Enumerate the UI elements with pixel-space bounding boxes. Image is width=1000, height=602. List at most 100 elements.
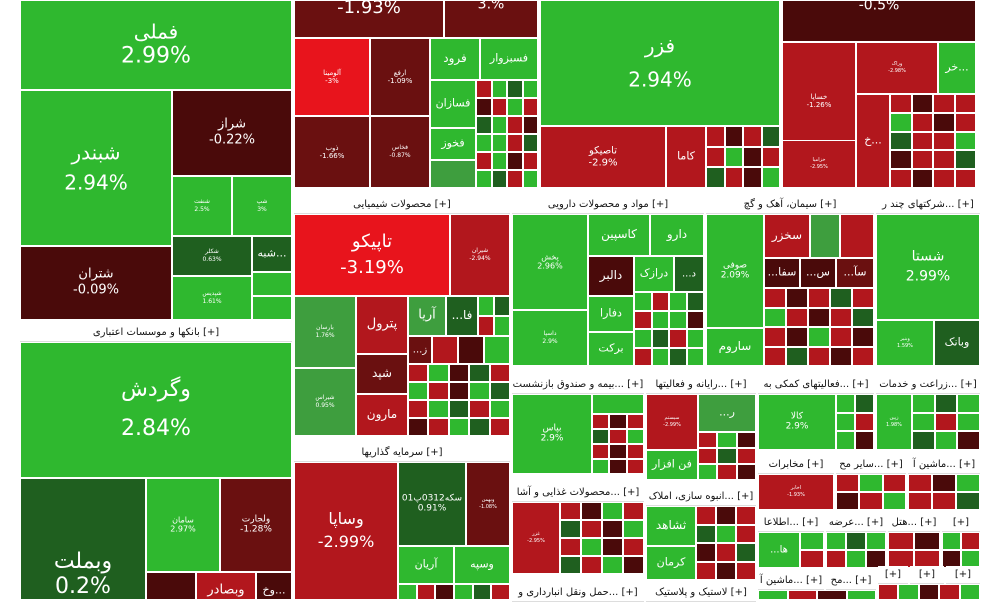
tile-small-b[interactable] xyxy=(252,296,292,320)
tile-sys-s[interactable]: سیستم -2.99% xyxy=(646,394,698,450)
mini-tile[interactable] xyxy=(808,346,830,366)
mini-tile[interactable] xyxy=(787,590,817,600)
mini-tile[interactable] xyxy=(669,310,687,329)
mini-tile[interactable] xyxy=(716,561,736,580)
mini-tile[interactable] xyxy=(698,448,718,464)
mini-tile[interactable] xyxy=(428,400,449,418)
mini-tile[interactable] xyxy=(878,584,899,600)
mini-tile[interactable] xyxy=(761,126,780,147)
mini-tile[interactable] xyxy=(592,429,610,444)
tile-ha[interactable]: ...ها xyxy=(758,532,800,568)
mini-tile[interactable] xyxy=(961,532,980,550)
mini-tile[interactable] xyxy=(912,431,935,450)
mini-tile[interactable] xyxy=(764,327,786,347)
mini-tile[interactable] xyxy=(911,150,933,170)
mini-tile[interactable] xyxy=(609,414,627,429)
mini-tile[interactable] xyxy=(934,431,958,450)
mini-tile[interactable] xyxy=(522,80,538,98)
tile-sekkeh[interactable]: سکه0312پ01 0.91% xyxy=(398,462,466,546)
tile-top-mid1[interactable]: -1.93% xyxy=(294,0,444,38)
mini-tile[interactable] xyxy=(911,94,933,113)
section-header-support[interactable]: فعالیتهای کمکی به... [+] xyxy=(758,376,874,394)
mini-tile[interactable] xyxy=(908,492,932,510)
mini-tile[interactable] xyxy=(489,400,510,418)
tile-ins-g[interactable] xyxy=(592,394,644,414)
mini-tile[interactable] xyxy=(686,310,704,329)
mini-tile[interactable] xyxy=(890,112,912,132)
mini-tile[interactable] xyxy=(743,146,762,168)
mini-tile[interactable] xyxy=(428,382,449,400)
tile-vebsader[interactable]: وبصادر xyxy=(196,572,256,600)
mini-tile[interactable] xyxy=(761,167,780,188)
mini-tile[interactable] xyxy=(484,336,510,364)
mini-tile[interactable] xyxy=(786,327,808,347)
tile-saman[interactable]: سامان 2.97% xyxy=(146,478,220,572)
mini-tile[interactable] xyxy=(491,584,510,600)
mini-tile[interactable] xyxy=(826,550,846,568)
tile-fameli[interactable]: فملی 2.99% xyxy=(20,0,292,90)
tile-sesofi[interactable]: صوفی 2.09% xyxy=(706,214,764,328)
section-header-machinery2[interactable]: ماشین آ... [+] xyxy=(758,572,824,590)
mini-tile[interactable] xyxy=(954,169,976,188)
mini-tile[interactable] xyxy=(882,492,906,510)
tile-sheshahed[interactable]: ثشاهد xyxy=(646,506,696,546)
tile-shiraz[interactable]: شراز -0.22% xyxy=(172,90,292,176)
mini-tile[interactable] xyxy=(507,134,523,152)
mini-tile[interactable] xyxy=(408,382,429,400)
mini-tile[interactable] xyxy=(716,524,736,543)
mini-tile[interactable] xyxy=(669,292,687,311)
mini-tile[interactable] xyxy=(800,550,824,568)
mini-tile[interactable] xyxy=(866,532,886,550)
mini-tile[interactable] xyxy=(507,116,523,134)
mini-tile[interactable] xyxy=(696,543,716,562)
mini-tile[interactable] xyxy=(706,146,725,168)
tile-vanjat[interactable]: ولجارت -1.28% xyxy=(220,478,292,572)
mini-tile[interactable] xyxy=(758,590,788,600)
tile-darazak[interactable]: درازک xyxy=(634,256,674,292)
mini-tile[interactable] xyxy=(717,464,737,480)
mini-tile[interactable] xyxy=(669,347,687,366)
mini-tile[interactable] xyxy=(706,167,725,188)
mini-tile[interactable] xyxy=(560,520,581,538)
mini-tile[interactable] xyxy=(489,364,510,382)
mini-tile[interactable] xyxy=(432,336,458,364)
mini-tile[interactable] xyxy=(522,170,538,188)
mini-tile[interactable] xyxy=(890,150,912,170)
tile-vesapa[interactable]: وساپا -2.99% xyxy=(294,462,398,600)
mini-tile[interactable] xyxy=(852,327,874,347)
mini-tile[interactable] xyxy=(786,346,808,366)
mini-tile[interactable] xyxy=(956,474,980,492)
mini-tile[interactable] xyxy=(491,134,507,152)
mini-tile[interactable] xyxy=(736,524,756,543)
tile-arfe[interactable]: ارفع -1.09% xyxy=(370,38,430,116)
section-header-computer[interactable]: رایانه و فعالیتها... [+] xyxy=(646,376,756,394)
mini-tile[interactable] xyxy=(855,394,874,413)
mini-tile[interactable] xyxy=(716,506,736,525)
tile-shap-small[interactable]: شپ 3% xyxy=(232,176,292,236)
mini-tile[interactable] xyxy=(836,492,860,510)
mini-tile[interactable] xyxy=(435,584,454,600)
section-header-agri[interactable]: زراعت و خدمات... [+] xyxy=(876,376,980,394)
mini-tile[interactable] xyxy=(908,474,932,492)
mini-tile[interactable] xyxy=(581,502,602,520)
tile-shetran[interactable]: شتران -0.09% xyxy=(20,246,172,320)
mini-tile[interactable] xyxy=(623,520,644,538)
mini-tile[interactable] xyxy=(651,347,669,366)
mini-tile[interactable] xyxy=(581,538,602,556)
mini-tile[interactable] xyxy=(826,532,846,550)
mini-tile[interactable] xyxy=(836,431,855,450)
tile-fesabzevar[interactable]: فسبزوار xyxy=(480,38,538,80)
tile-almina[interactable]: آلومینا -3% xyxy=(294,38,370,116)
tile-dd[interactable]: ...د xyxy=(674,256,704,292)
mini-tile[interactable] xyxy=(696,561,716,580)
section-header-plastic[interactable]: لاستیک و پلاستیک [+] xyxy=(646,584,756,602)
mini-tile[interactable] xyxy=(942,532,961,550)
mini-tile[interactable] xyxy=(472,584,492,600)
mini-tile[interactable] xyxy=(623,502,644,520)
tile-vesepah[interactable]: وسپه xyxy=(454,546,510,584)
mini-tile[interactable] xyxy=(890,131,912,151)
tile-kaspin[interactable]: کاسپین xyxy=(588,214,650,256)
section-header-other-mining[interactable]: سایر مح... [+] xyxy=(836,456,906,474)
mini-tile[interactable] xyxy=(651,310,669,329)
mini-tile[interactable] xyxy=(932,474,956,492)
